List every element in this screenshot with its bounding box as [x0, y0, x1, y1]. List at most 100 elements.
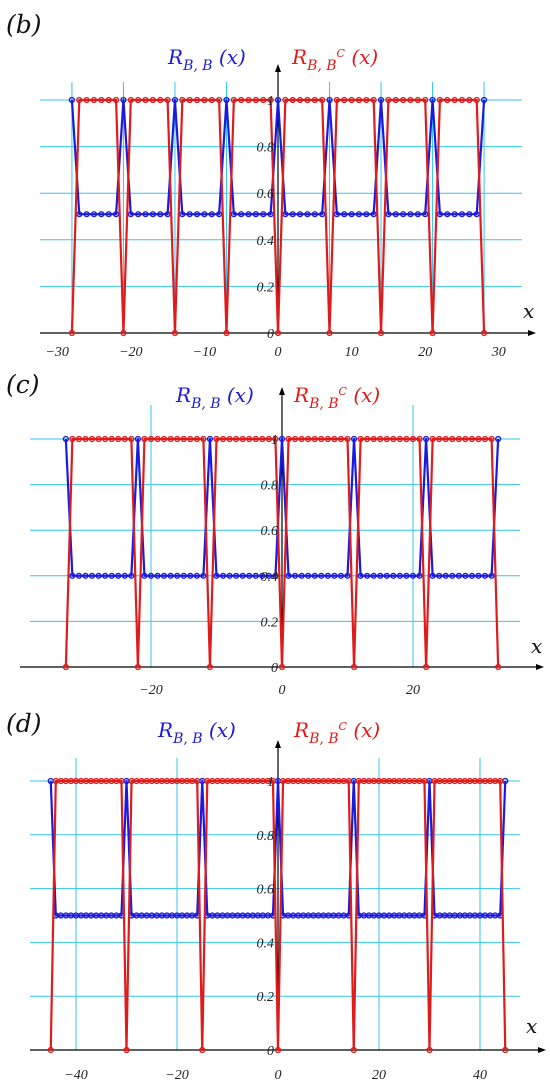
- data-point: [326, 96, 333, 104]
- data-point: [423, 435, 430, 443]
- data-point: [455, 572, 462, 579]
- data-point: [105, 96, 112, 104]
- data-point: [120, 96, 127, 104]
- data-point: [208, 96, 215, 104]
- data-point: [377, 435, 384, 443]
- data-point: [47, 1046, 54, 1054]
- x-axis-arrow: [538, 1047, 546, 1053]
- series-label-r-b-bc: RB, BC (x): [293, 718, 380, 747]
- data-point: [357, 435, 364, 443]
- data-point: [333, 96, 340, 104]
- data-point: [239, 435, 246, 443]
- data-point: [350, 1046, 357, 1054]
- data-point: [298, 435, 305, 443]
- data-point: [245, 211, 252, 218]
- data-point: [429, 96, 436, 104]
- data-point: [285, 435, 292, 443]
- data-point: [390, 572, 397, 579]
- data-point: [260, 96, 267, 104]
- data-point: [475, 572, 482, 579]
- data-point: [429, 435, 436, 443]
- data-point: [238, 96, 245, 104]
- y-tick-label: 0.4: [261, 570, 279, 585]
- data-point: [68, 96, 76, 104]
- data-point: [409, 572, 417, 579]
- data-point: [75, 572, 83, 579]
- y-tick-label: 0.4: [257, 936, 275, 951]
- data-point: [164, 211, 171, 218]
- y-tick-label: 0.2: [261, 615, 279, 630]
- data-point: [134, 435, 142, 443]
- data-point: [429, 572, 436, 579]
- data-point: [304, 96, 311, 104]
- data-point: [383, 435, 390, 443]
- x-tick-label: 0: [275, 1068, 282, 1083]
- y-axis-arrow: [279, 387, 285, 395]
- data-point: [252, 96, 260, 104]
- data-point: [180, 572, 187, 579]
- data-point: [226, 572, 233, 579]
- data-point: [400, 96, 407, 104]
- data-point: [422, 211, 429, 218]
- data-point: [370, 572, 377, 579]
- data-point: [282, 96, 289, 104]
- data-point: [134, 663, 142, 671]
- y-tick-label: 0.2: [257, 280, 275, 295]
- data-point: [157, 211, 164, 218]
- data-point: [292, 435, 299, 443]
- data-point: [449, 572, 456, 579]
- data-point: [333, 211, 340, 218]
- data-point: [269, 777, 277, 785]
- x-tick-label: 20: [406, 683, 420, 698]
- data-point: [102, 435, 109, 443]
- data-point: [245, 96, 252, 104]
- data-point: [370, 211, 377, 218]
- data-point: [350, 663, 358, 671]
- data-point: [488, 572, 495, 579]
- data-point: [449, 435, 456, 443]
- data-point: [475, 435, 482, 443]
- x-tick-label: 20: [372, 1068, 386, 1083]
- data-point: [161, 435, 168, 443]
- data-point: [187, 572, 194, 579]
- x-tick-label: −20: [139, 683, 162, 698]
- panel-label: (c): [6, 370, 40, 399]
- data-point: [468, 435, 476, 443]
- x-tick-label: −30: [45, 345, 68, 360]
- data-point: [344, 572, 351, 579]
- data-point: [128, 572, 135, 579]
- y-tick-label: 1: [267, 94, 274, 109]
- data-point: [154, 435, 161, 443]
- data-point: [442, 435, 449, 443]
- x-axis-arrow: [528, 330, 536, 336]
- data-point: [278, 663, 286, 671]
- data-point: [193, 96, 201, 104]
- data-point: [141, 572, 148, 579]
- data-point: [348, 211, 355, 218]
- series-label-r-b-b: RB, B (x): [175, 383, 254, 412]
- series-line-r-b-b: [64, 437, 500, 577]
- data-point: [429, 329, 436, 337]
- data-point: [370, 96, 377, 104]
- data-point: [206, 435, 214, 443]
- data-point: [390, 435, 397, 443]
- data-point: [466, 211, 473, 218]
- series-label-r-b-b: RB, B (x): [157, 718, 236, 747]
- x-tick-label: −10: [193, 345, 216, 360]
- data-point: [355, 211, 363, 218]
- data-point: [377, 572, 384, 579]
- data-point: [422, 96, 429, 104]
- data-point: [345, 777, 352, 785]
- x-tick-label: 0: [275, 345, 282, 360]
- data-point: [193, 572, 200, 579]
- data-point: [421, 777, 428, 785]
- data-point: [363, 211, 370, 218]
- data-point: [142, 96, 149, 104]
- data-point: [324, 572, 331, 579]
- series-line-r-b-b: [49, 779, 507, 917]
- data-point: [200, 572, 207, 579]
- data-point: [296, 96, 304, 104]
- data-point: [298, 572, 305, 579]
- data-point: [324, 435, 331, 443]
- data-point: [223, 96, 230, 104]
